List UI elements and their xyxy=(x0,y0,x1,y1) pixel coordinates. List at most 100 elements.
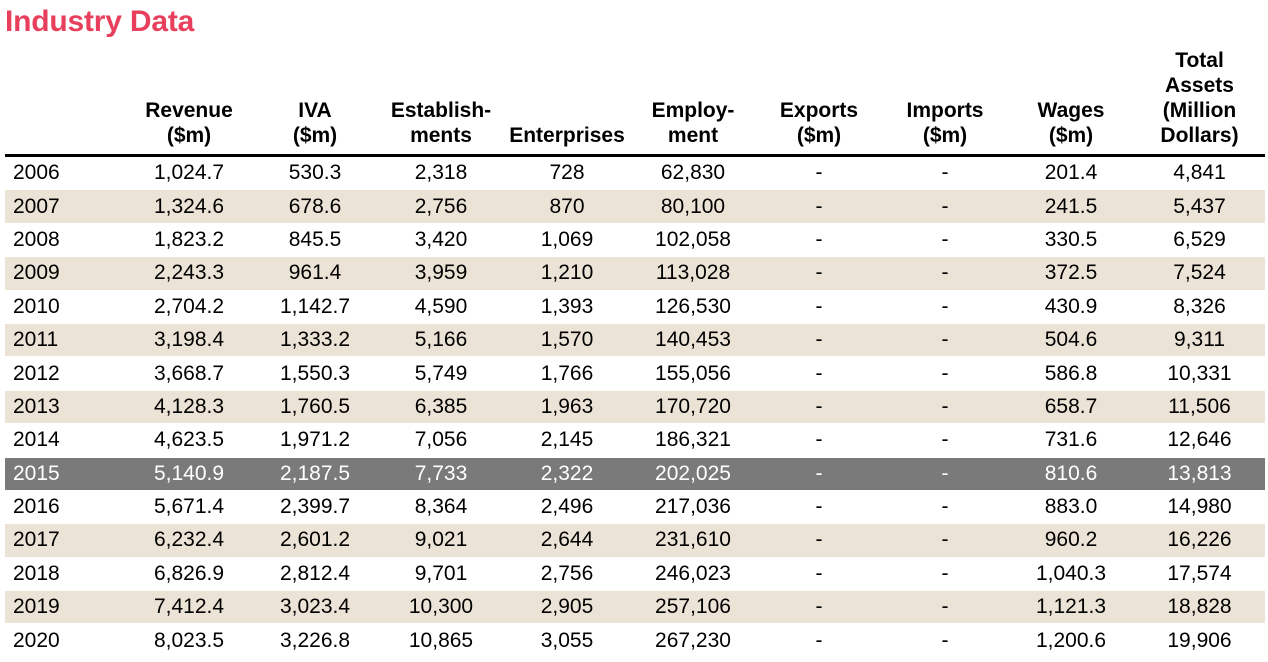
revenue-cell: 3,198.4 xyxy=(126,323,252,358)
year-cell: 2014 xyxy=(5,423,126,458)
table-row: 2020 8,023.5 3,226.8 10,865 3,055 267,230- -1,… xyxy=(5,623,1265,658)
establishments-cell: 2,318 xyxy=(378,155,504,191)
wages-cell: 586.8 xyxy=(1008,356,1134,391)
employment-cell: 217,036 xyxy=(630,490,756,525)
iva-cell: 678.6 xyxy=(252,189,378,224)
header-line: Dollars) xyxy=(1160,124,1239,147)
enterprises-cell: 2,322 xyxy=(504,457,630,491)
table-row: 2010 2,704.2 1,142.7 4,590 1,393 126,530- -430… xyxy=(5,290,1265,324)
establishments-cell: 6,385 xyxy=(378,390,504,425)
exports-cell: - xyxy=(756,423,882,458)
imports-cell: - xyxy=(882,590,1008,625)
wages-cell: 960.2 xyxy=(1008,523,1134,558)
wages-cell: 810.6 xyxy=(1008,457,1134,491)
enterprises-cell: 1,570 xyxy=(504,323,630,358)
wages-cell: 430.9 xyxy=(1008,290,1134,324)
wages-cell: 1,200.6 xyxy=(1008,623,1134,658)
imports-cell: - xyxy=(882,290,1008,324)
wages-cell: 330.5 xyxy=(1008,223,1134,258)
table-row: 2015 5,140.9 2,187.5 7,733 2,322 202,025- -810… xyxy=(5,457,1265,491)
iva-cell: 1,550.3 xyxy=(252,356,378,391)
employment-cell: 62,830 xyxy=(630,155,756,191)
employment-cell: 80,100 xyxy=(630,189,756,224)
total-assets-cell: 5,437 xyxy=(1134,189,1265,224)
revenue-cell: 3,668.7 xyxy=(126,356,252,391)
total-assets-cell: 19,906 xyxy=(1134,623,1265,658)
iva-cell: 1,142.7 xyxy=(252,290,378,324)
total-assets-cell: 16,226 xyxy=(1134,523,1265,558)
revenue-cell: 8,023.5 xyxy=(126,623,252,658)
revenue-cell: 6,232.4 xyxy=(126,523,252,558)
exports-cell: - xyxy=(756,356,882,391)
establishments-cell: 7,056 xyxy=(378,423,504,458)
table-row: 2018 6,826.9 2,812.4 9,701 2,756 246,023- -1,0… xyxy=(5,557,1265,592)
header-line: Enterprises xyxy=(509,124,625,147)
total-assets-cell: 8,326 xyxy=(1134,290,1265,324)
exports-cell: - xyxy=(756,557,882,592)
employment-cell: 186,321 xyxy=(630,423,756,458)
wages-cell: 372.5 xyxy=(1008,256,1134,291)
exports-cell: - xyxy=(756,256,882,291)
imports-cell: - xyxy=(882,223,1008,258)
iva-cell: 2,601.2 xyxy=(252,523,378,558)
table-body: 2006 1,024.7 530.3 2,318 728 62,830- -201.4 4,8… xyxy=(5,155,1265,658)
employment-cell: 257,106 xyxy=(630,590,756,625)
employment-header: Employ-ment xyxy=(630,48,756,157)
revenue-cell: 5,671.4 xyxy=(126,490,252,525)
exports-cell: - xyxy=(756,223,882,258)
imports-cell: - xyxy=(882,423,1008,458)
employment-cell: 155,056 xyxy=(630,356,756,391)
year-cell: 2006 xyxy=(5,155,126,191)
imports-cell: - xyxy=(882,490,1008,525)
employment-cell: 126,530 xyxy=(630,290,756,324)
revenue-cell: 5,140.9 xyxy=(126,457,252,491)
total-assets-cell: 18,828 xyxy=(1134,590,1265,625)
page-title: Industry Data xyxy=(5,5,195,38)
employment-cell: 170,720 xyxy=(630,390,756,425)
header-line: ($m) xyxy=(922,124,968,147)
enterprises-cell: 1,393 xyxy=(504,290,630,324)
table-row: 2013 4,128.3 1,760.5 6,385 1,963 170,720- -658… xyxy=(5,390,1265,425)
exports-cell: - xyxy=(756,590,882,625)
industry-data-table: Revenue ($m) IVA ($m) Establish-ments Enterpr… xyxy=(5,48,1265,658)
imports-cell: - xyxy=(882,256,1008,291)
header-line: ($m) xyxy=(796,124,842,147)
revenue-cell: 4,623.5 xyxy=(126,423,252,458)
revenue-cell: 1,024.7 xyxy=(126,155,252,191)
exports-cell: - xyxy=(756,490,882,525)
establishments-cell: 3,420 xyxy=(378,223,504,258)
enterprises-cell: 2,756 xyxy=(504,557,630,592)
enterprises-cell: 3,055 xyxy=(504,623,630,658)
establishments-cell: 4,590 xyxy=(378,290,504,324)
iva-cell: 3,226.8 xyxy=(252,623,378,658)
header-line: IVA xyxy=(298,99,332,122)
year-cell: 2015 xyxy=(5,457,126,491)
imports-cell: - xyxy=(882,155,1008,191)
total-assets-cell: 17,574 xyxy=(1134,557,1265,592)
imports-cell: - xyxy=(882,189,1008,224)
revenue-cell: 1,823.2 xyxy=(126,223,252,258)
year-cell: 2008 xyxy=(5,223,126,258)
exports-cell: - xyxy=(756,623,882,658)
employment-cell: 140,453 xyxy=(630,323,756,358)
wages-cell: 1,040.3 xyxy=(1008,557,1134,592)
table-row: 2012 3,668.7 1,550.3 5,749 1,766 155,056- -586… xyxy=(5,356,1265,391)
total-assets-cell: 13,813 xyxy=(1134,457,1265,491)
exports-cell: - xyxy=(756,323,882,358)
header-line: Imports xyxy=(906,99,984,122)
wages-cell: 504.6 xyxy=(1008,323,1134,358)
header-line: Establish- xyxy=(390,99,492,122)
header-line: Employ- xyxy=(651,99,735,122)
iva-cell: 530.3 xyxy=(252,155,378,191)
establishments-cell: 9,021 xyxy=(378,523,504,558)
total-assets-cell: 7,524 xyxy=(1134,256,1265,291)
total-assets-cell: 12,646 xyxy=(1134,423,1265,458)
table-row: 2017 6,232.4 2,601.2 9,021 2,644 231,610- -960… xyxy=(5,523,1265,558)
iva-cell: 961.4 xyxy=(252,256,378,291)
exports-cell: - xyxy=(756,457,882,491)
employment-cell: 113,028 xyxy=(630,256,756,291)
iva-cell: 2,812.4 xyxy=(252,557,378,592)
establishments-cell: 3,959 xyxy=(378,256,504,291)
table-row: 2008 1,823.2 845.5 3,420 1,069 102,058- -330.5… xyxy=(5,223,1265,258)
year-header xyxy=(5,48,126,157)
